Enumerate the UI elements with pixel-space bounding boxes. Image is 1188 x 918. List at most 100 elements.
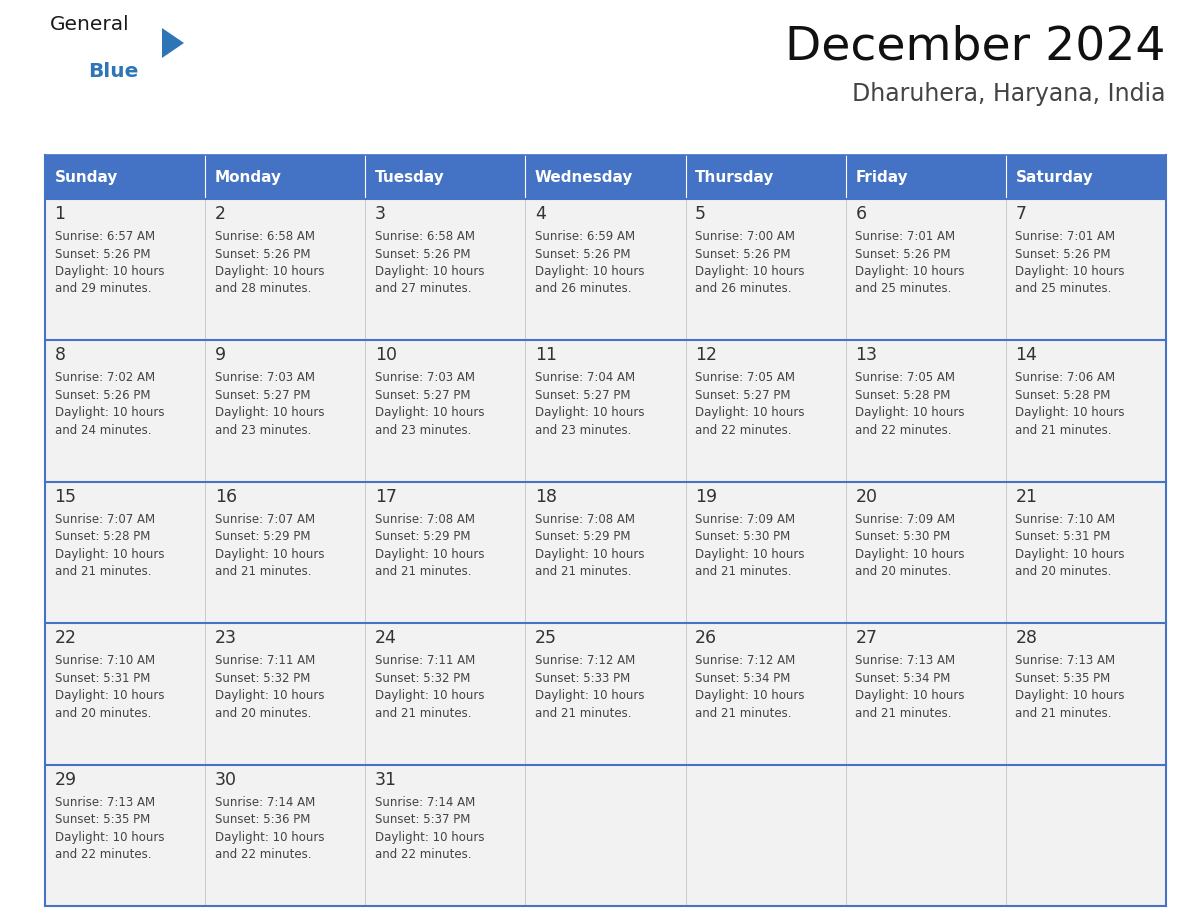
Text: 20: 20 — [855, 487, 877, 506]
Text: Daylight: 10 hours: Daylight: 10 hours — [375, 548, 485, 561]
Bar — [685, 341, 846, 482]
Bar — [365, 199, 525, 341]
Text: and 20 minutes.: and 20 minutes. — [215, 707, 311, 720]
Text: Sunset: 5:32 PM: Sunset: 5:32 PM — [375, 672, 470, 685]
Text: Thursday: Thursday — [695, 170, 775, 185]
Text: 19: 19 — [695, 487, 718, 506]
Text: Sunrise: 7:09 AM: Sunrise: 7:09 AM — [695, 513, 795, 526]
Bar — [525, 199, 685, 341]
Text: Sunset: 5:26 PM: Sunset: 5:26 PM — [55, 248, 150, 261]
Text: and 21 minutes.: and 21 minutes. — [55, 565, 151, 578]
Bar — [685, 155, 846, 199]
Text: 26: 26 — [695, 629, 718, 647]
Text: Daylight: 10 hours: Daylight: 10 hours — [695, 407, 804, 420]
Text: Sunset: 5:29 PM: Sunset: 5:29 PM — [215, 531, 310, 543]
Text: Sunrise: 7:07 AM: Sunrise: 7:07 AM — [55, 513, 154, 526]
Bar — [45, 623, 206, 765]
Text: 28: 28 — [1016, 629, 1037, 647]
Text: 18: 18 — [535, 487, 557, 506]
Text: December 2024: December 2024 — [785, 25, 1165, 70]
Text: 22: 22 — [55, 629, 76, 647]
Text: Sunset: 5:27 PM: Sunset: 5:27 PM — [535, 389, 631, 402]
Text: 7: 7 — [1016, 205, 1026, 223]
Bar — [685, 765, 846, 906]
Bar — [1006, 199, 1165, 341]
Bar — [525, 155, 685, 199]
Text: Sunset: 5:30 PM: Sunset: 5:30 PM — [695, 531, 790, 543]
Bar — [846, 155, 1006, 199]
Bar — [525, 341, 685, 482]
Text: 27: 27 — [855, 629, 877, 647]
Text: Daylight: 10 hours: Daylight: 10 hours — [1016, 265, 1125, 278]
Text: Sunset: 5:30 PM: Sunset: 5:30 PM — [855, 531, 950, 543]
Text: Sunset: 5:34 PM: Sunset: 5:34 PM — [855, 672, 950, 685]
Text: Sunset: 5:35 PM: Sunset: 5:35 PM — [1016, 672, 1111, 685]
Text: Daylight: 10 hours: Daylight: 10 hours — [535, 689, 645, 702]
Text: Sunset: 5:26 PM: Sunset: 5:26 PM — [55, 389, 150, 402]
Text: and 23 minutes.: and 23 minutes. — [375, 424, 472, 437]
Text: Sunrise: 7:11 AM: Sunrise: 7:11 AM — [215, 655, 315, 667]
Text: Monday: Monday — [215, 170, 282, 185]
Text: General: General — [50, 15, 129, 34]
Text: and 21 minutes.: and 21 minutes. — [1016, 707, 1112, 720]
Bar — [846, 623, 1006, 765]
Text: and 22 minutes.: and 22 minutes. — [855, 424, 952, 437]
Text: 11: 11 — [535, 346, 557, 364]
Text: 2: 2 — [215, 205, 226, 223]
Text: Sunrise: 6:57 AM: Sunrise: 6:57 AM — [55, 230, 154, 243]
Text: 3: 3 — [375, 205, 386, 223]
Text: and 29 minutes.: and 29 minutes. — [55, 283, 151, 296]
Text: Sunrise: 7:00 AM: Sunrise: 7:00 AM — [695, 230, 795, 243]
Text: Sunrise: 7:13 AM: Sunrise: 7:13 AM — [855, 655, 955, 667]
Text: Sunrise: 7:03 AM: Sunrise: 7:03 AM — [375, 372, 475, 385]
Text: Daylight: 10 hours: Daylight: 10 hours — [55, 831, 164, 844]
Text: Sunset: 5:37 PM: Sunset: 5:37 PM — [375, 813, 470, 826]
Text: Sunrise: 6:59 AM: Sunrise: 6:59 AM — [535, 230, 636, 243]
Text: Daylight: 10 hours: Daylight: 10 hours — [215, 689, 324, 702]
Text: and 22 minutes.: and 22 minutes. — [215, 848, 311, 861]
Text: and 28 minutes.: and 28 minutes. — [215, 283, 311, 296]
Text: Friday: Friday — [855, 170, 908, 185]
Text: Daylight: 10 hours: Daylight: 10 hours — [215, 548, 324, 561]
Bar — [45, 199, 206, 341]
Text: and 22 minutes.: and 22 minutes. — [55, 848, 151, 861]
Text: Sunset: 5:31 PM: Sunset: 5:31 PM — [1016, 531, 1111, 543]
Bar — [206, 765, 365, 906]
Bar — [1006, 155, 1165, 199]
Bar — [685, 199, 846, 341]
Bar — [365, 341, 525, 482]
Text: Saturday: Saturday — [1016, 170, 1093, 185]
Text: 13: 13 — [855, 346, 877, 364]
Bar — [846, 199, 1006, 341]
Text: Sunrise: 7:14 AM: Sunrise: 7:14 AM — [215, 796, 315, 809]
Text: Sunrise: 6:58 AM: Sunrise: 6:58 AM — [375, 230, 475, 243]
Text: Sunrise: 7:10 AM: Sunrise: 7:10 AM — [1016, 513, 1116, 526]
Text: Sunset: 5:31 PM: Sunset: 5:31 PM — [55, 672, 150, 685]
Bar — [846, 482, 1006, 623]
Bar — [206, 155, 365, 199]
Text: and 21 minutes.: and 21 minutes. — [695, 707, 791, 720]
Text: and 22 minutes.: and 22 minutes. — [375, 848, 472, 861]
Text: Sunset: 5:26 PM: Sunset: 5:26 PM — [215, 248, 310, 261]
Text: Tuesday: Tuesday — [375, 170, 444, 185]
Text: Sunset: 5:33 PM: Sunset: 5:33 PM — [535, 672, 631, 685]
Text: Sunset: 5:26 PM: Sunset: 5:26 PM — [695, 248, 791, 261]
Text: and 21 minutes.: and 21 minutes. — [695, 565, 791, 578]
Text: Daylight: 10 hours: Daylight: 10 hours — [55, 548, 164, 561]
Bar — [1006, 623, 1165, 765]
Text: Daylight: 10 hours: Daylight: 10 hours — [695, 548, 804, 561]
Text: Wednesday: Wednesday — [535, 170, 633, 185]
Bar — [525, 623, 685, 765]
Bar — [525, 765, 685, 906]
Text: 5: 5 — [695, 205, 706, 223]
Text: and 26 minutes.: and 26 minutes. — [695, 283, 791, 296]
Text: Sunrise: 7:05 AM: Sunrise: 7:05 AM — [855, 372, 955, 385]
Text: Daylight: 10 hours: Daylight: 10 hours — [375, 831, 485, 844]
Bar — [1006, 341, 1165, 482]
Bar — [365, 155, 525, 199]
Text: Sunset: 5:26 PM: Sunset: 5:26 PM — [855, 248, 950, 261]
Text: Sunrise: 7:13 AM: Sunrise: 7:13 AM — [1016, 655, 1116, 667]
Text: Sunrise: 7:07 AM: Sunrise: 7:07 AM — [215, 513, 315, 526]
Text: 24: 24 — [375, 629, 397, 647]
Text: Sunrise: 7:09 AM: Sunrise: 7:09 AM — [855, 513, 955, 526]
